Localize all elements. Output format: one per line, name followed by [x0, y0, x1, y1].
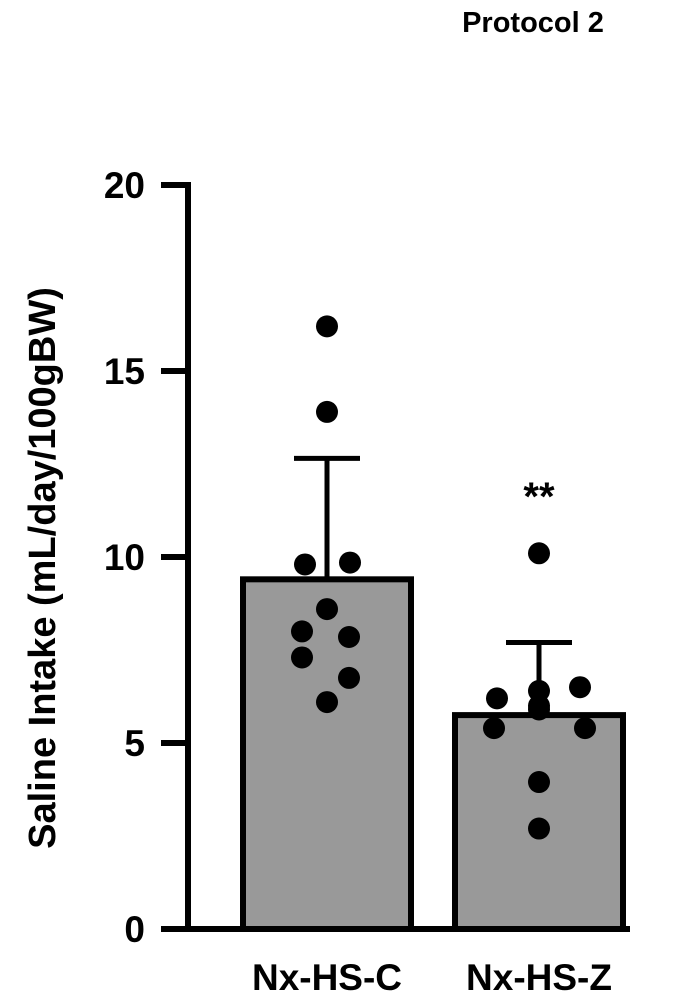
data-point — [291, 646, 313, 669]
bar-nx-hs-c — [240, 576, 414, 932]
data-point — [316, 691, 338, 714]
data-point — [316, 400, 338, 423]
y-tick-label: 10 — [104, 537, 145, 578]
y-tick-label: 0 — [124, 909, 145, 950]
y-tick-label: 5 — [124, 723, 145, 764]
data-point — [338, 666, 360, 689]
data-point — [528, 542, 550, 565]
data-point — [338, 625, 360, 648]
x-tick-label: Nx-HS-Z — [466, 957, 612, 998]
y-axis-label: Saline Intake (mL/day/100gBW) — [22, 287, 64, 849]
data-point — [483, 717, 505, 740]
data-point — [339, 551, 361, 574]
y-tick-label: 20 — [104, 165, 145, 206]
data-point — [569, 676, 591, 699]
x-tick-label: Nx-HS-C — [252, 957, 402, 998]
data-point — [528, 771, 550, 794]
data-point — [574, 717, 596, 740]
chart-title: Protocol 2 — [462, 7, 604, 39]
significance-annotation: ** — [523, 475, 555, 519]
data-point — [486, 687, 508, 710]
plot-area: ** 0 5 10 15 20 Nx-HS-C Nx-HS-Z — [104, 165, 630, 998]
data-point — [528, 817, 550, 840]
y-tick-label: 15 — [104, 351, 145, 392]
data-point — [316, 315, 338, 338]
data-point — [528, 698, 550, 721]
data-point — [294, 553, 316, 576]
data-point — [291, 620, 313, 643]
data-point — [316, 598, 338, 621]
